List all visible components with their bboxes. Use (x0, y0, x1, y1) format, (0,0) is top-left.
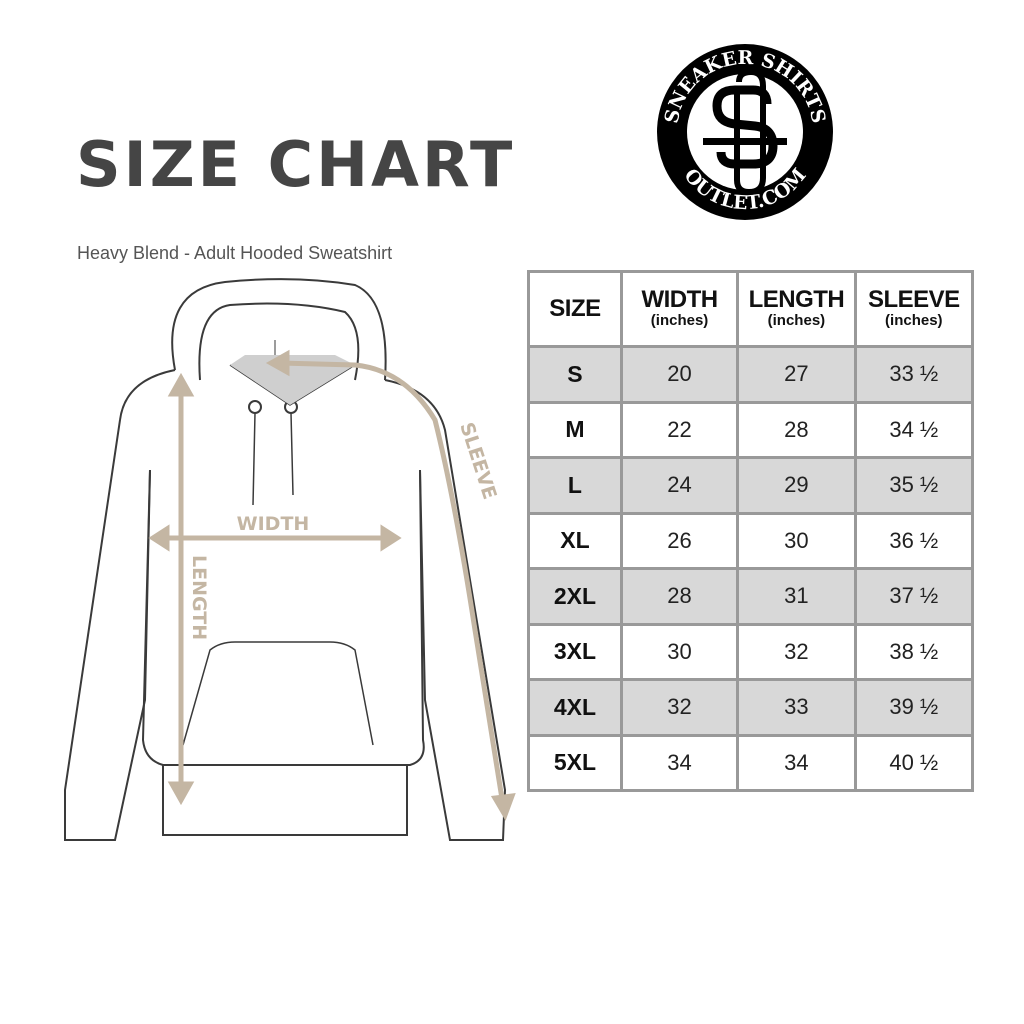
cell-length: 31 (736, 567, 857, 626)
monogram-icon (712, 68, 778, 196)
table-row: 2XL 28 31 37 ½ (527, 567, 975, 626)
cell-width: 32 (619, 678, 740, 737)
length-label: LENGTH (188, 555, 210, 640)
cell-length: 30 (736, 511, 857, 570)
cell-sleeve: 33 ½ (853, 345, 975, 404)
table-row: M 22 28 34 ½ (527, 400, 975, 459)
hood-lining (230, 355, 355, 405)
cell-size: M (527, 400, 623, 459)
header-size: SIZE (527, 270, 623, 348)
product-subtitle: Heavy Blend - Adult Hooded Sweatshirt (77, 243, 393, 263)
cell-sleeve: 34 ½ (853, 400, 975, 459)
brand-logo: SNEAKER SHIRTS OUTLET.COM (657, 44, 833, 220)
cell-size: 5XL (527, 733, 623, 792)
cell-length: 27 (736, 345, 857, 404)
table-row: S 20 27 33 ½ (527, 345, 975, 404)
cell-size: XL (527, 511, 623, 570)
header-length: LENGTH (inches) (736, 270, 857, 348)
cell-length: 32 (736, 622, 857, 681)
page-title: SIZE CHART (76, 128, 516, 201)
cell-size: L (527, 456, 623, 515)
cell-sleeve: 36 ½ (853, 511, 975, 570)
cell-width: 26 (619, 511, 740, 570)
cell-sleeve: 39 ½ (853, 678, 975, 737)
cell-sleeve: 40 ½ (853, 733, 975, 792)
cell-length: 33 (736, 678, 857, 737)
cell-width: 28 (619, 567, 740, 626)
cell-width: 24 (619, 456, 740, 515)
cell-length: 34 (736, 733, 857, 792)
header-width: WIDTH (inches) (619, 270, 740, 348)
cell-sleeve: 35 ½ (853, 456, 975, 515)
cell-size: 4XL (527, 678, 623, 737)
cell-size: 3XL (527, 622, 623, 681)
hoodie-diagram: WIDTH LENGTH SLEEVE (64, 278, 516, 841)
table-row: L 24 29 35 ½ (527, 456, 975, 515)
table-row: XL 26 30 36 ½ (527, 511, 975, 570)
measurement-arrows (148, 349, 516, 821)
cell-width: 34 (619, 733, 740, 792)
header-sleeve: SLEEVE (inches) (853, 270, 975, 348)
cell-length: 29 (736, 456, 857, 515)
cell-sleeve: 38 ½ (853, 622, 975, 681)
cell-size: S (527, 345, 623, 404)
table-row: 3XL 30 32 38 ½ (527, 622, 975, 681)
cell-width: 30 (619, 622, 740, 681)
cell-sleeve: 37 ½ (853, 567, 975, 626)
cell-size: 2XL (527, 567, 623, 626)
sleeve-label: SLEEVE (455, 420, 500, 502)
cell-width: 20 (619, 345, 740, 404)
cell-width: 22 (619, 400, 740, 459)
table-header-row: SIZE WIDTH (inches) LENGTH (inches) SLEEVE… (527, 270, 975, 348)
size-table: SIZE WIDTH (inches) LENGTH (inches) SLEEVE… (527, 270, 975, 792)
table-row: 5XL 34 34 40 ½ (527, 733, 975, 792)
cell-length: 28 (736, 400, 857, 459)
table-row: 4XL 32 33 39 ½ (527, 678, 975, 737)
width-label: WIDTH (237, 513, 310, 535)
